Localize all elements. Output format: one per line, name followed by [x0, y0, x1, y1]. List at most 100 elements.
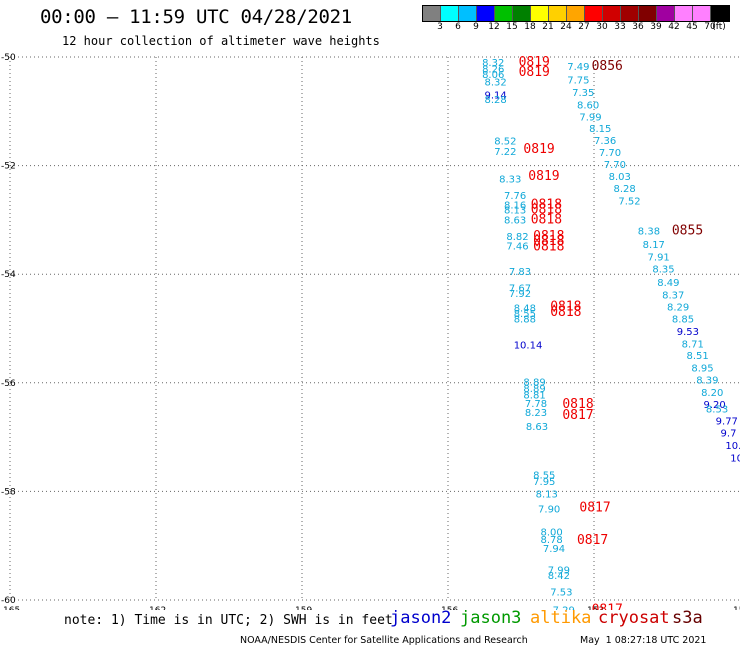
pass-time-label: 0817	[592, 602, 623, 610]
scale-swatch	[513, 6, 531, 21]
scale-label: 27	[578, 22, 590, 32]
map-grid	[9, 56, 740, 601]
scale-swatch	[585, 6, 603, 21]
scale-swatch	[549, 6, 567, 21]
satellite-legend-s3a: s3a	[672, 608, 703, 628]
footer-note: note: 1) Time is in UTC; 2) SWH is in fe…	[64, 613, 393, 628]
pass-time-label: 0818	[531, 203, 562, 218]
pass-time-label: 0817	[577, 533, 608, 548]
satellite-legend-jason2: jason2	[390, 608, 452, 628]
latitude-tick-label: -60	[1, 596, 16, 606]
scale-label: 70	[704, 22, 716, 32]
scale-swatch	[621, 6, 639, 21]
pass-time-label: 0818	[531, 197, 562, 212]
wave-height-label: 8.88	[514, 314, 536, 325]
wave-height-label: 8.81	[523, 390, 545, 401]
wave-height-label: 8.51	[686, 351, 708, 362]
credit-line: NOAA/NESDIS Center for Satellite Applica…	[240, 635, 528, 646]
wave-height-label: 8.39	[696, 376, 718, 387]
wave-height-label: 8.85	[672, 314, 694, 325]
wave-height-label: 8.35	[652, 264, 674, 275]
wave-height-label: 7.35	[572, 88, 594, 99]
wave-height-label: 8.28	[485, 95, 507, 106]
wave-height-label: 7.95	[533, 477, 555, 488]
wave-height-label: 7.99	[548, 566, 570, 577]
scale-label: 30	[596, 22, 608, 32]
wave-height-label: 8.71	[682, 339, 704, 350]
wave-height-label: 8.28	[613, 184, 635, 195]
satellite-legend-altika: altika	[530, 608, 592, 628]
scale-swatch	[675, 6, 693, 21]
wave-height-label: 7.92	[509, 289, 531, 300]
wave-height-label: 9.7	[721, 428, 737, 439]
scale-label: 39	[650, 22, 662, 32]
wave-height-label: 8.17	[643, 240, 665, 251]
latitude-tick-label: -52	[1, 162, 16, 172]
wave-height-label: 8.23	[525, 408, 547, 419]
generated-timestamp: May 1 08:27:18 UTC 2021	[580, 635, 707, 646]
longitude-tick-label: -159	[292, 606, 313, 610]
wave-height-label: 7.70	[604, 160, 626, 171]
wave-height-label: 8.63	[504, 215, 526, 226]
satellite-legend-jason3: jason3	[460, 608, 522, 628]
pass-time-label: 0818	[533, 234, 564, 249]
wave-height-label: 8.32	[485, 78, 507, 89]
pass-time-label: 0855	[672, 223, 703, 238]
scale-swatch	[711, 6, 729, 21]
scale-swatch	[657, 6, 675, 21]
scale-swatch	[603, 6, 621, 21]
scale-label: 33	[614, 22, 626, 32]
chart-title: 00:00 — 11:59 UTC 04/28/2021	[40, 6, 352, 28]
wave-height-label: 7.22	[494, 147, 516, 158]
wave-height-label: 9.77	[716, 416, 738, 427]
longitude-tick-label: -156	[438, 606, 459, 610]
pass-time-label: 0856	[592, 59, 623, 74]
wave-height-label: 8.38	[638, 226, 660, 237]
wave-height-label: 8.89	[523, 384, 545, 395]
wave-height-label: 7.67	[509, 283, 531, 294]
wave-height-label: 7.90	[538, 504, 560, 515]
wave-height-label: 8.52	[494, 137, 516, 148]
pass-time-label: 0819	[523, 142, 554, 157]
wave-height-label: 7.52	[618, 196, 640, 207]
pass-time-label: 0819	[519, 55, 550, 70]
pass-time-label: 0819	[519, 65, 550, 80]
wave-height-label: 7.36	[594, 136, 616, 147]
wave-height-label: 10	[730, 453, 740, 464]
latitude-tick-label: -56	[1, 379, 16, 389]
wave-height-label: 9.20	[704, 400, 726, 411]
pass-time-label: 0818	[533, 229, 564, 244]
longitude-tick-label: -165	[0, 606, 20, 610]
wave-height-label: 7.83	[509, 267, 531, 278]
wave-height-label: 9.53	[677, 327, 699, 338]
scale-swatch	[567, 6, 585, 21]
wave-height-label: 8.37	[662, 290, 684, 301]
wave-height-label: 8.26	[482, 65, 504, 76]
altimeter-map: -165 -162 -159 -156 -153 -150 -50 -52 -54 -56 -58 -…	[0, 53, 740, 610]
longitude-tick-label: -153	[584, 606, 604, 610]
scale-label: 18	[524, 22, 536, 32]
satellite-legend-cryosat: cryosat	[598, 608, 670, 628]
scale-label: 9	[473, 22, 479, 32]
pass-time-label: 0818	[531, 212, 562, 227]
wave-height-label: 8.00	[540, 528, 562, 539]
wave-height-label: 8.82	[506, 232, 528, 243]
pass-time-label: 0819	[528, 169, 559, 184]
scale-swatch	[639, 6, 657, 21]
wave-height-label: 7.29	[553, 605, 575, 610]
scale-swatch	[531, 6, 549, 21]
scale-label: 15	[506, 22, 518, 32]
scale-swatch	[459, 6, 477, 21]
wave-height-label: 8.48	[514, 303, 536, 314]
pass-time-label: 0818	[550, 305, 581, 320]
longitude-tick-label: -162	[146, 606, 166, 610]
wave-height-label: 7.49	[567, 62, 589, 73]
wave-height-label: 7.99	[579, 112, 601, 123]
scale-label: 12	[488, 22, 500, 32]
scale-label: (ft)	[712, 22, 726, 32]
scale-label: 45	[686, 22, 698, 32]
wave-height-label: 7.46	[506, 242, 528, 253]
wave-height-label: 8.55	[533, 471, 555, 482]
wave-height-label: 7.75	[567, 75, 589, 86]
